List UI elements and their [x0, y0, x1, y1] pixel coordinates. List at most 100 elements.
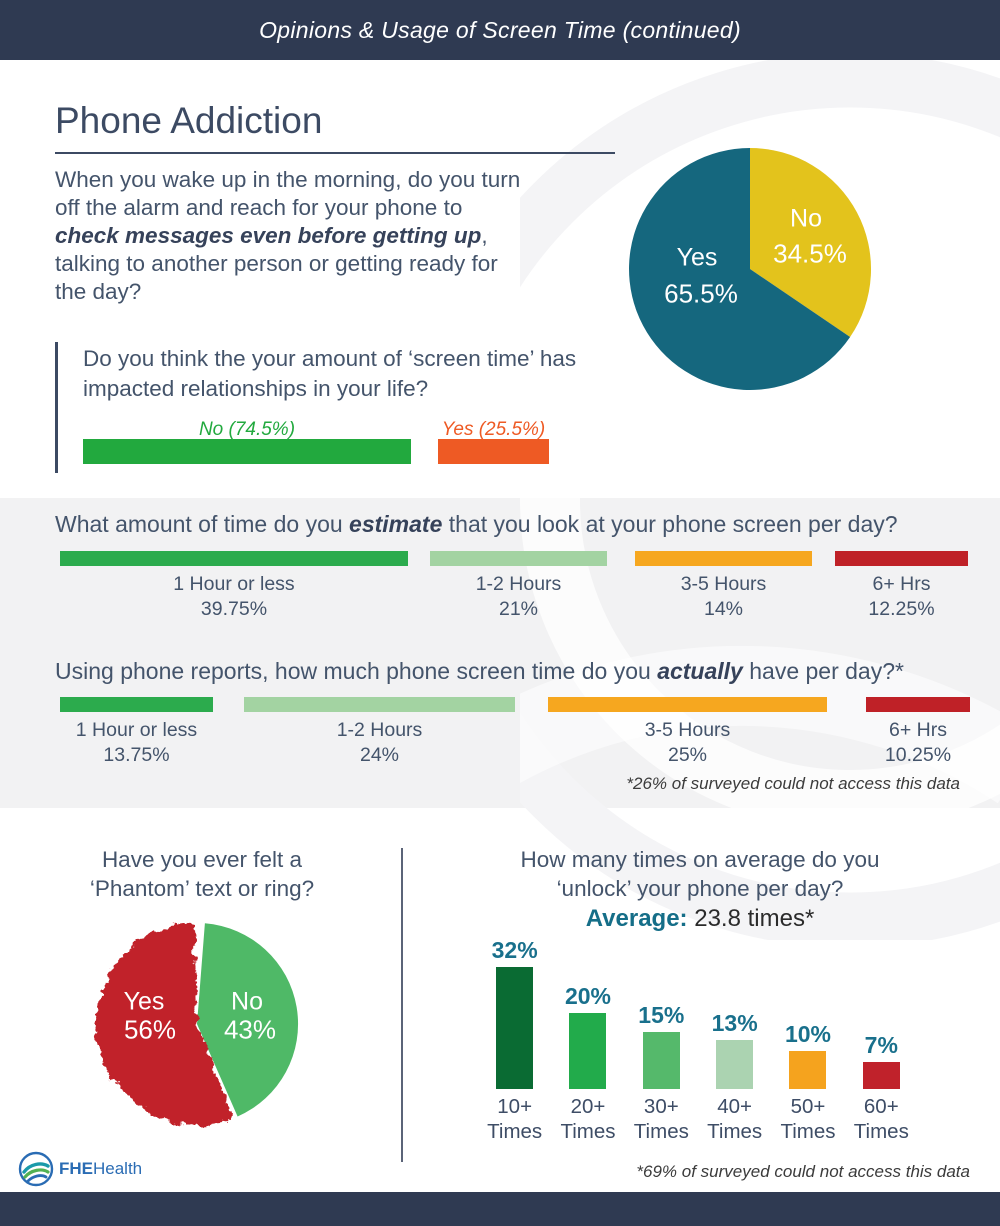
category-line2: Times [633, 1120, 689, 1143]
estimate-label-1-2-hours: 1-2 Hours 21% [430, 572, 607, 622]
value-label: 21% [498, 598, 539, 620]
unlock-bar-chart: 32% 10+ Times 20% 20+ Times 15% 30+ Times 13% 40+ T… [478, 934, 918, 1144]
wake-pie-yes-label: Yes [676, 243, 718, 272]
intro-emphasis: check messages even before getting up [55, 223, 482, 248]
phantom-question: Have you ever felt a ‘Phantom’ text or r… [18, 845, 386, 903]
intro-part3: , talking to another person or getting r… [55, 223, 498, 304]
unlock-category-label: 50+ Times [780, 1094, 835, 1144]
brand-name-bold: FHE [59, 1159, 93, 1178]
category-line1: 20+ [570, 1095, 606, 1118]
unlock-category-label: 40+ Times [707, 1094, 762, 1144]
value-label: 12.25% [868, 598, 935, 620]
actual-question: Using phone reports, how much phone scre… [55, 658, 904, 685]
unlock-column-20+: 20% 20+ Times [551, 934, 624, 1144]
category-label: 6+ Hrs [889, 719, 947, 741]
category-line1: 30+ [643, 1095, 679, 1118]
value-label: 25% [667, 744, 708, 766]
unlock-value-label: 20% [564, 983, 612, 1009]
estimate-bar-6+-hrs [835, 551, 968, 566]
estimate-label-6+-hrs: 6+ Hrs 12.25% [835, 572, 968, 622]
actual-question-emphasis: actually [657, 658, 743, 684]
fhe-logo-icon [18, 1151, 54, 1187]
category-line2: Times [487, 1120, 543, 1143]
phantom-no-value: 43% [223, 1014, 277, 1045]
category-line1: 10+ [497, 1095, 533, 1118]
unlock-value-label: 13% [711, 1010, 758, 1036]
unlock-column-50+: 10% 50+ Times [771, 934, 844, 1144]
estimate-question-emphasis: estimate [349, 511, 443, 537]
unlock-average-label: Average: [585, 905, 688, 932]
page-title: Phone Addiction [55, 100, 323, 141]
category-label: 1 Hour or less [173, 573, 295, 595]
actual-bar-1-hour-or-less [60, 697, 213, 712]
estimate-bar-3-5-hours [635, 551, 812, 566]
category-line2: Times [560, 1120, 616, 1143]
unlock-bar-20+ [569, 1013, 607, 1089]
category-line1: 60+ [863, 1095, 899, 1118]
category-line1: 50+ [790, 1095, 826, 1118]
intro-question: When you wake up in the morning, do you … [55, 166, 525, 306]
relationships-question: Do you think the your amount of ‘screen … [83, 346, 577, 401]
unlock-average-value: 23.8 times* [694, 905, 815, 932]
unlock-category-label: 60+ Times [854, 1094, 909, 1144]
unlock-category-label: 10+ Times [487, 1094, 542, 1144]
phantom-yes-value: 56% [123, 1014, 177, 1045]
value-label: 39.75% [200, 598, 268, 620]
unlock-column-60+: 7% 60+ Times [845, 934, 918, 1144]
unlock-average: Average: 23.8 times* [400, 905, 1000, 933]
header-bar: Opinions & Usage of Screen Time (continu… [0, 0, 1000, 60]
phantom-yes-label: Yes [123, 987, 165, 1016]
unlock-column-40+: 13% 40+ Times [698, 934, 771, 1144]
relationships-question-block: Do you think the your amount of ‘screen … [55, 342, 613, 473]
category-line2: Times [780, 1120, 836, 1143]
wake-pie-yes-value: 65.5% [664, 278, 738, 309]
unlock-question-line1: How many times on average do you [520, 847, 880, 872]
relationships-bar-yes [438, 439, 549, 464]
unlock-bar-60+ [862, 1062, 900, 1089]
actual-label-1-hour-or-less: 1 Hour or less 13.75% [60, 718, 213, 768]
value-label: 13.75% [103, 744, 170, 766]
unlock-bar-50+ [789, 1051, 827, 1089]
estimate-label-1-hour-or-less: 1 Hour or less 39.75% [60, 572, 408, 622]
phantom-question-line2: ‘Phantom’ text or ring? [89, 876, 315, 901]
unlock-chart-footnote: *69% of surveyed could not access this d… [636, 1162, 970, 1181]
category-label: 1 Hour or less [75, 719, 198, 741]
phantom-question-line1: Have you ever felt a [101, 847, 303, 872]
estimate-label-3-5-hours: 3-5 Hours 14% [635, 572, 812, 622]
wake-pie-no-label: No [790, 204, 822, 233]
relationships-bar-no [83, 439, 411, 464]
unlock-value-label: 15% [638, 1002, 685, 1028]
value-label: 14% [703, 598, 744, 620]
bottom-bar [0, 1192, 1000, 1226]
relationships-bar-chart: No (74.5%) Yes (25.5%) [83, 415, 549, 465]
estimate-bar-1-2-hours [430, 551, 607, 566]
unlock-bar-10+ [496, 967, 534, 1089]
fhe-health-logo: FHEHealth [18, 1151, 142, 1187]
phantom-no-label: No [231, 987, 263, 1016]
category-label: 6+ Hrs [872, 573, 931, 595]
actual-bar-chart: 1 Hour or less 13.75% 1-2 Hours 24% 3-5 Hour… [0, 697, 1000, 797]
value-label: 24% [359, 744, 400, 766]
unlock-bar-30+ [642, 1032, 680, 1089]
actual-question-part1: Using phone reports, how much phone scre… [55, 658, 658, 684]
actual-bar-6+-hrs [866, 697, 970, 712]
estimate-bar-chart: 1 Hour or less 39.75% 1-2 Hours 21% 3-5 Hour… [0, 551, 1000, 651]
unlock-category-label: 30+ Times [634, 1094, 689, 1144]
unlock-bar-40+ [716, 1040, 754, 1089]
actual-label-3-5-hours: 3-5 Hours 25% [548, 718, 827, 768]
actual-bar-3-5-hours [548, 697, 827, 712]
estimate-question: What amount of time do you estimate that… [55, 511, 898, 538]
unlock-column-10+: 32% 10+ Times [478, 934, 551, 1144]
actual-bar-1-2-hours [244, 697, 515, 712]
relationships-label-yes: Yes (25.5%) [441, 419, 546, 440]
estimate-bar-1-hour-or-less [60, 551, 408, 566]
actual-chart-footnote: *26% of surveyed could not access this d… [626, 774, 960, 793]
unlock-question-line2: ‘unlock’ your phone per day? [556, 876, 844, 901]
title-underline [55, 152, 615, 154]
wake-pie-chart: Yes 65.5% No 34.5% [628, 147, 872, 391]
wake-pie-no-value: 34.5% [773, 238, 847, 269]
phantom_pie-slice-no [197, 923, 299, 1117]
estimate-question-part1: What amount of time do you [55, 511, 350, 537]
category-line2: Times [707, 1120, 763, 1143]
